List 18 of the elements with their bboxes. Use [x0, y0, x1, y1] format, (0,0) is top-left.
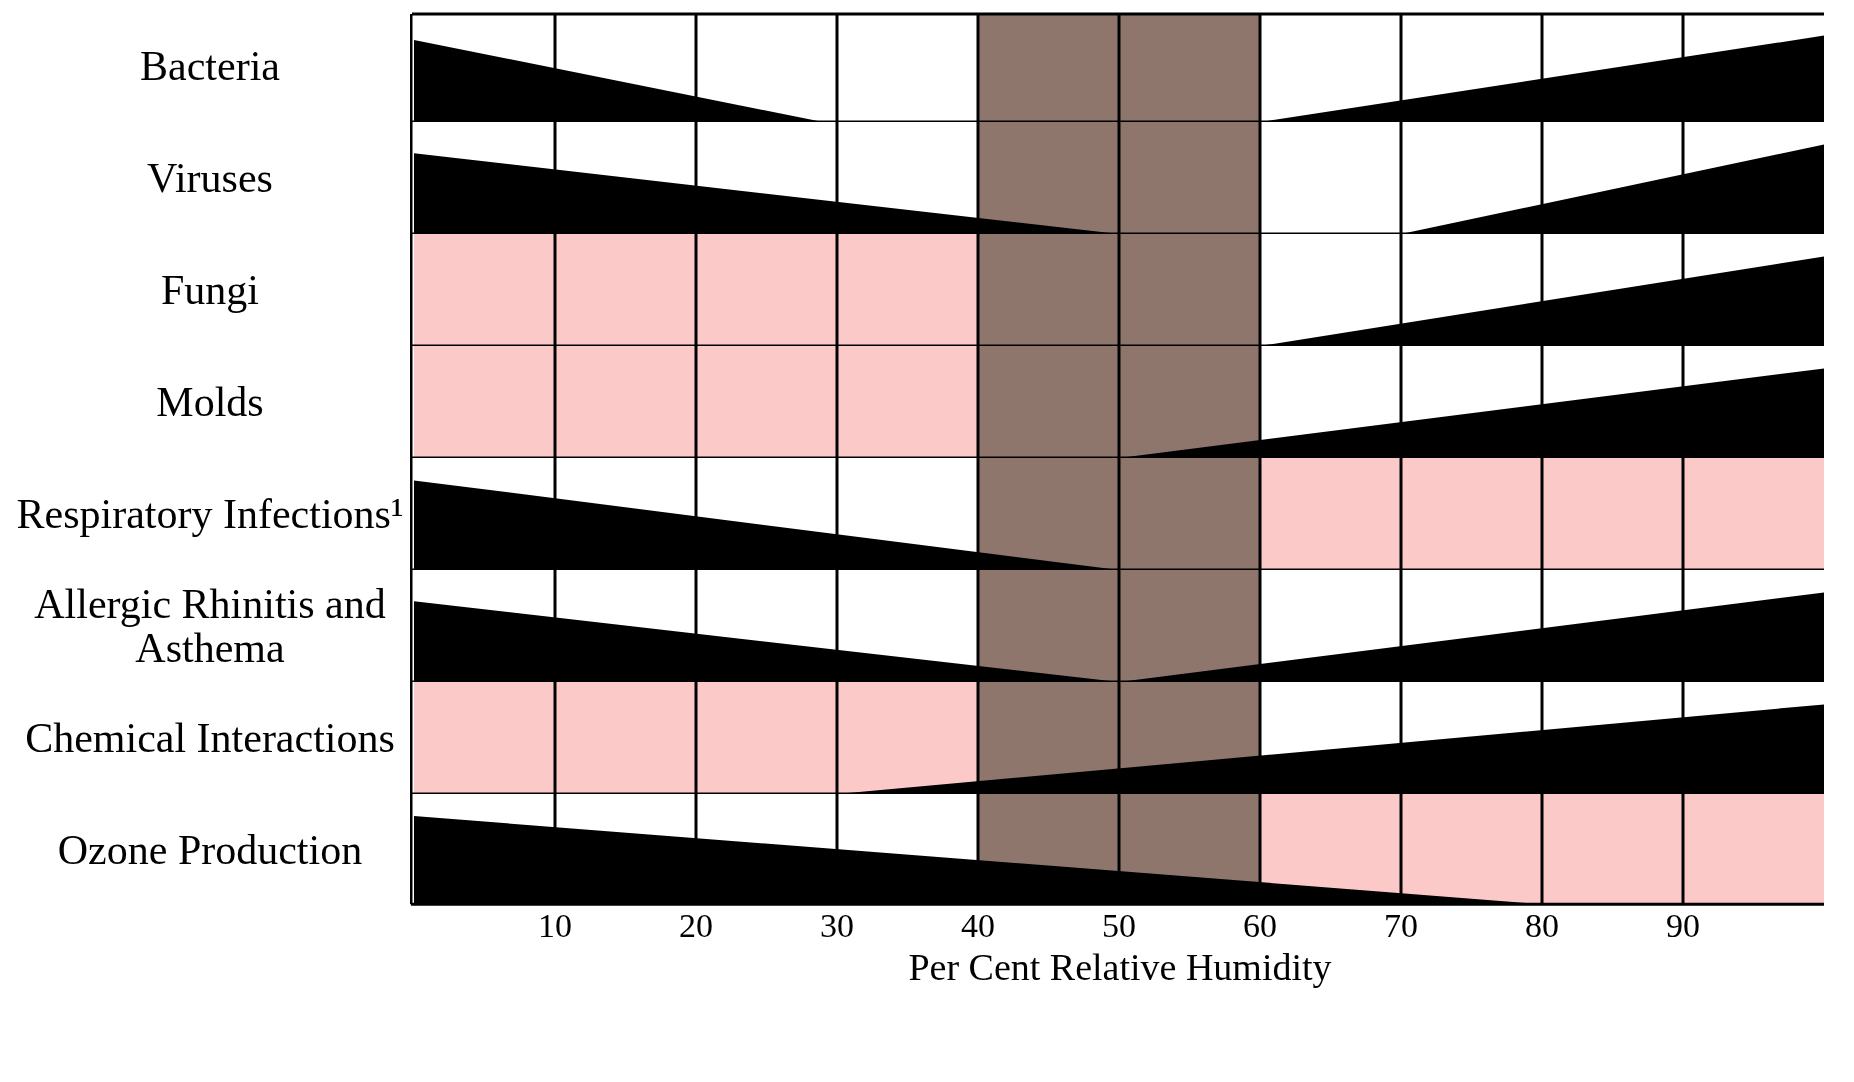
- x-tick-label: 50: [1102, 906, 1136, 944]
- y-axis-title: Fungi: [160, 265, 260, 315]
- x-tick-label: 70: [1384, 906, 1418, 944]
- x-tick-label: 80: [1525, 906, 1559, 944]
- x-tick-label: 90: [1666, 906, 1700, 944]
- y-axis-title: Chemical Interactions: [24, 713, 396, 763]
- x-tick-label: 10: [538, 906, 572, 944]
- x-tick-label: 30: [820, 906, 854, 944]
- x-tick-label: 40: [961, 906, 995, 944]
- x-axis-title: Per Cent Relative Humidity: [907, 945, 1333, 989]
- x-tick-label: 60: [1243, 906, 1277, 944]
- y-axis-title: Molds: [155, 377, 265, 427]
- y-axis-title: Bacteria: [139, 41, 281, 91]
- x-tick-label: 20: [679, 906, 713, 944]
- y-axis-title: Allergic Rhinitis and Asthema: [33, 579, 387, 673]
- y-axis-title: Ozone Production: [56, 825, 364, 875]
- y-axis-title: Viruses: [146, 153, 274, 203]
- y-axis-title: Respiratory Infections¹: [15, 489, 405, 539]
